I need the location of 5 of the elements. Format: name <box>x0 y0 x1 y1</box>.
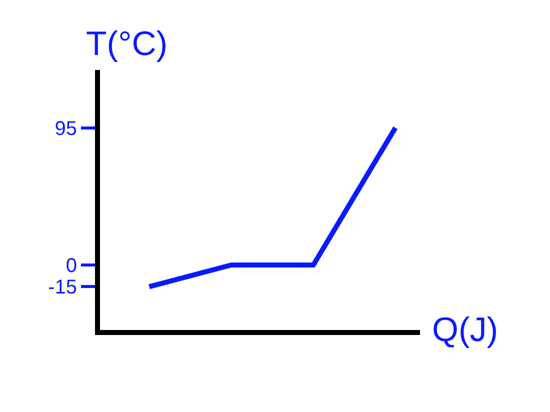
y-tick-label: 95 <box>54 118 77 140</box>
y-tick-label: 0 <box>66 255 77 277</box>
y-axis-title: T(°C) <box>86 25 168 63</box>
x-axis-title: Q(J) <box>432 311 498 349</box>
y-tick-label: -15 <box>48 276 77 299</box>
